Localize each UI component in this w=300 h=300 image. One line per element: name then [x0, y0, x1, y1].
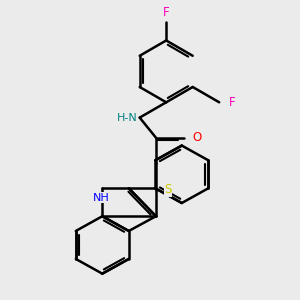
Text: F: F — [163, 6, 169, 19]
Text: F: F — [229, 96, 235, 109]
Text: H-N: H-N — [117, 112, 137, 123]
Text: NH: NH — [92, 193, 109, 203]
Text: O: O — [192, 131, 201, 144]
Text: S: S — [164, 183, 172, 196]
